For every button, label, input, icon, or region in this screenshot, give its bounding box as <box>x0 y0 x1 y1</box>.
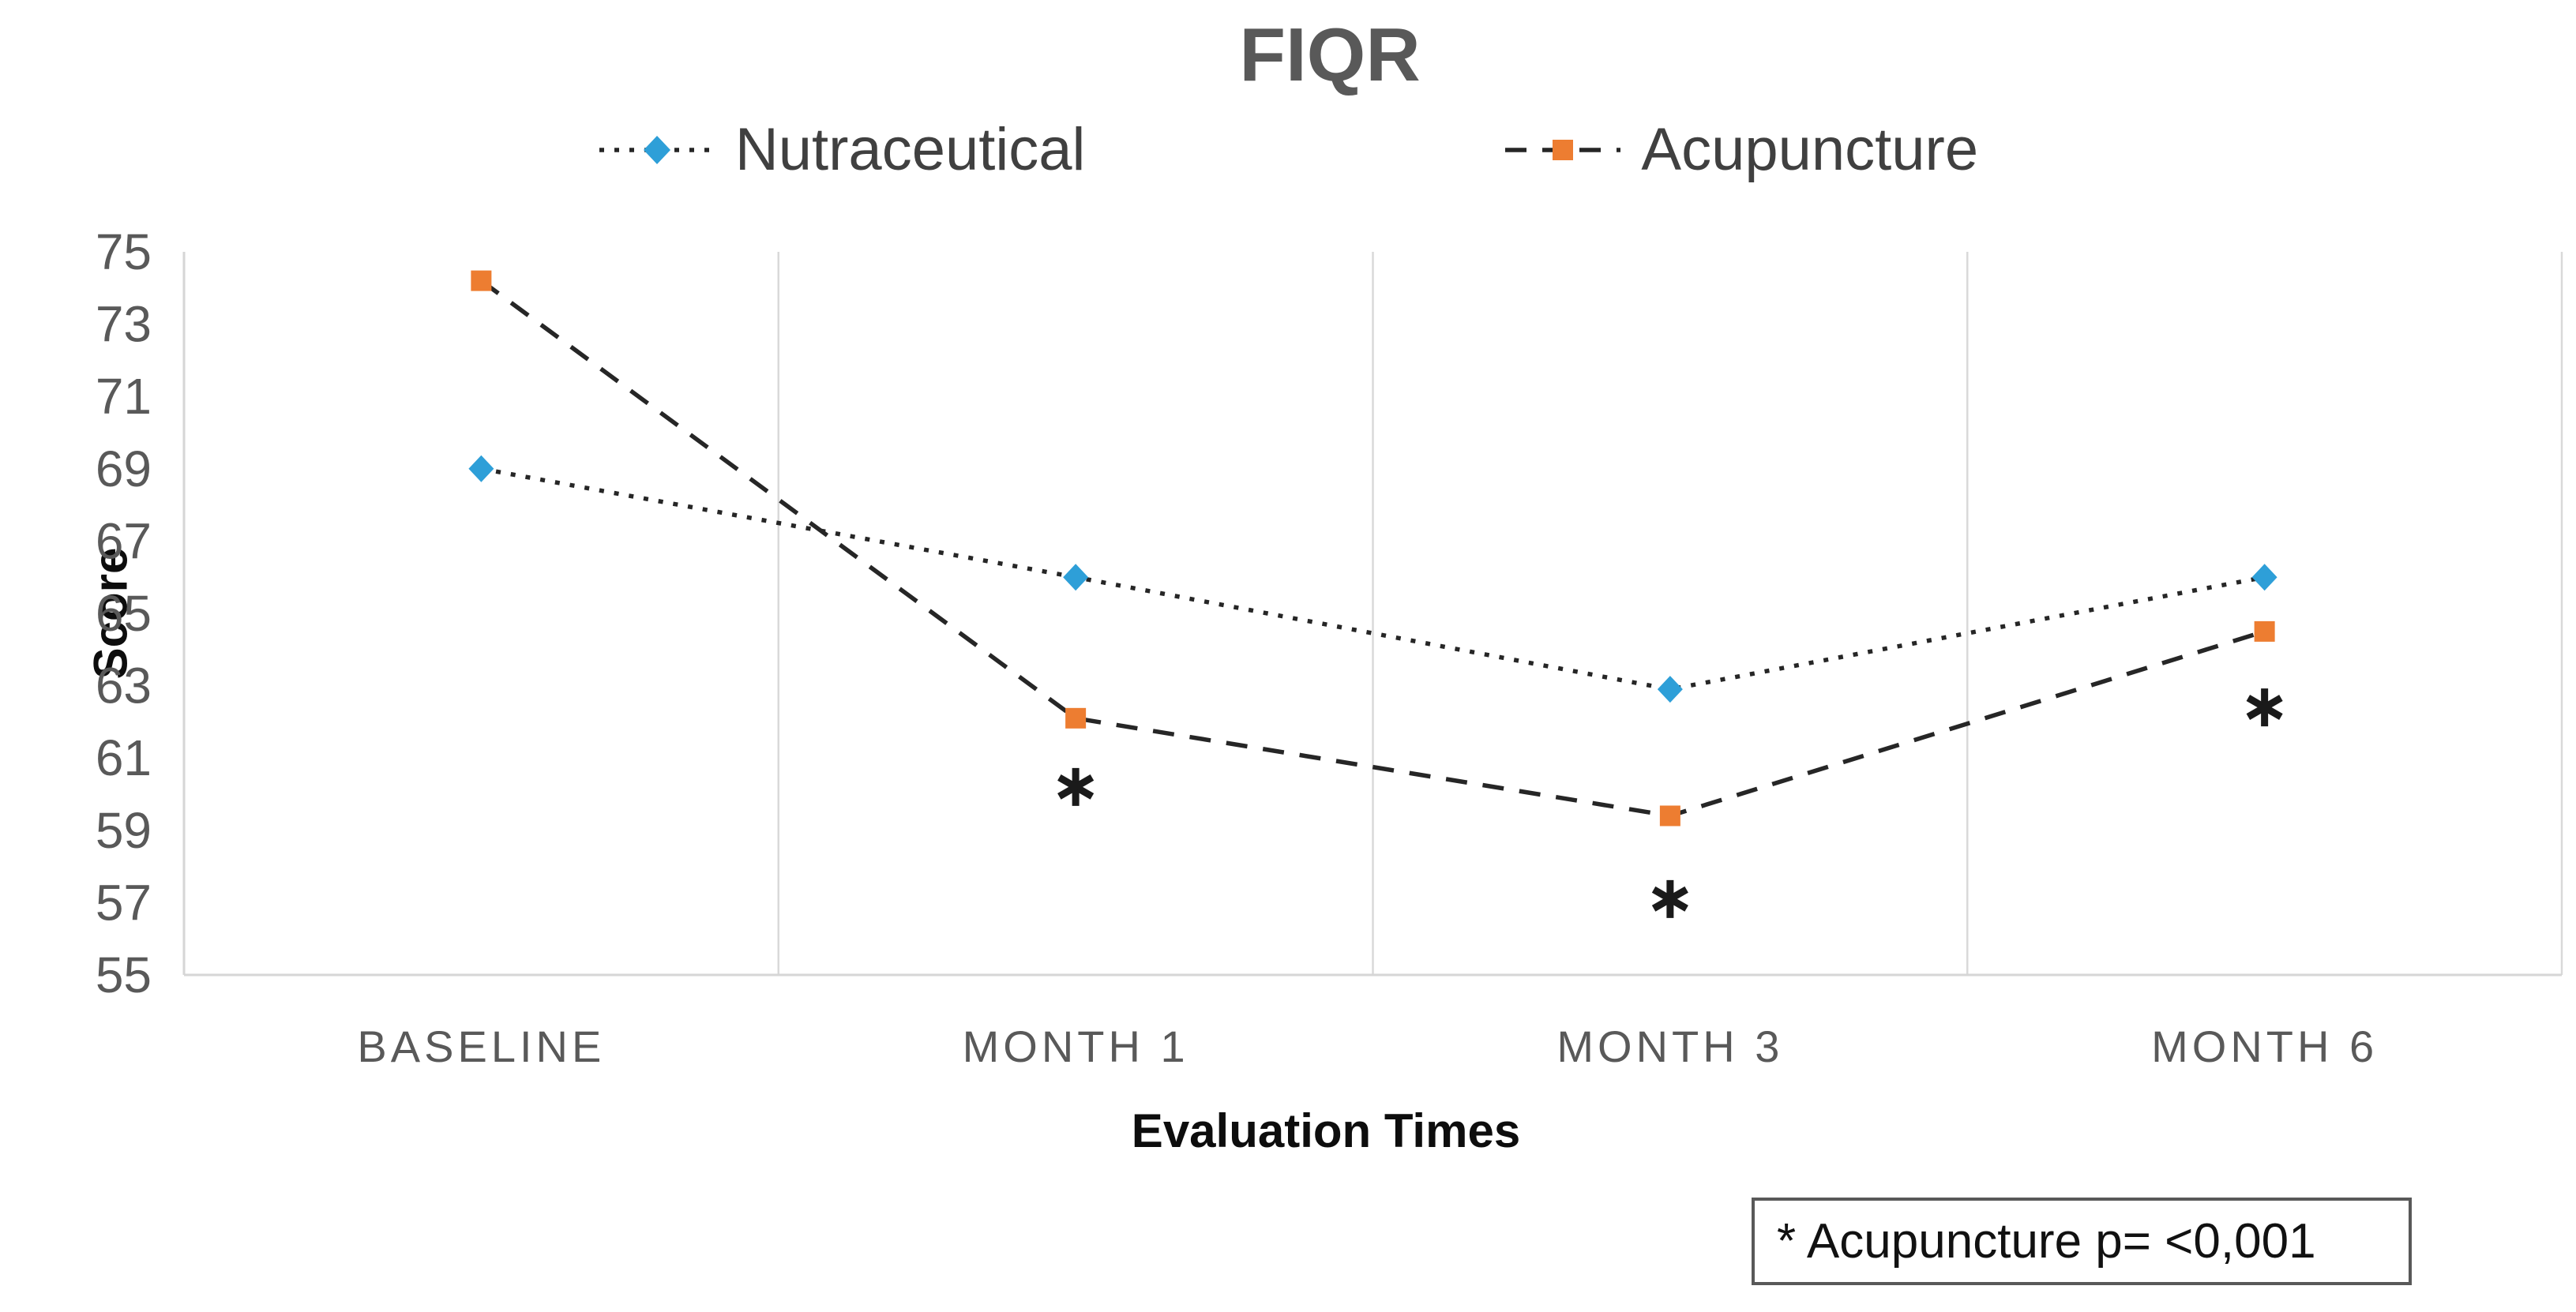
y-tick-label: 63 <box>96 658 152 714</box>
data-point-nutraceutical-month-6 <box>2251 564 2277 591</box>
x-category-label: MONTH 6 <box>2151 1021 2378 1071</box>
y-tick-label: 73 <box>96 296 152 353</box>
y-tick-label: 59 <box>96 802 152 859</box>
y-tick-label: 75 <box>96 223 152 280</box>
series-line-acupuncture <box>479 279 2266 819</box>
y-tick-label: 57 <box>96 874 152 931</box>
asterisk-stroke <box>2246 695 2283 720</box>
asterisk-stroke <box>1651 886 1688 912</box>
legend-marker-nutraceutical-dotted-line-diamond-icon <box>599 136 715 164</box>
y-tick-label: 61 <box>96 729 152 786</box>
legend-label-nutraceutical: Nutraceutical <box>734 116 1086 183</box>
y-tick-label: 71 <box>96 368 152 425</box>
data-point-acupuncture-baseline <box>471 270 492 291</box>
x-category-label: BASELINE <box>357 1021 605 1071</box>
significance-asterisk <box>1057 767 1095 806</box>
x-category-label: MONTH 3 <box>1556 1021 1783 1071</box>
significance-asterisk <box>1651 879 1688 918</box>
data-point-acupuncture-month-1 <box>1065 707 1087 729</box>
asterisk-stroke <box>1057 774 1095 800</box>
legend: Nutraceutical Acupuncture <box>0 120 2576 180</box>
chart-title: FIQR <box>1239 13 1421 97</box>
y-tick-label: 55 <box>96 947 152 1003</box>
data-point-acupuncture-month-3 <box>1659 805 1680 827</box>
legend-item-acupuncture: Acupuncture <box>1504 120 1978 180</box>
legend-marker-acupuncture-dashed-line-square-icon <box>1505 140 1621 160</box>
y-tick-label: 69 <box>96 440 152 497</box>
significance-note-box: * Acupuncture p= <0,001 <box>1752 1198 2412 1285</box>
x-category-label: MONTH 1 <box>963 1021 1189 1071</box>
series-line-nutraceutical <box>480 467 2266 692</box>
y-tick-label: 67 <box>96 512 152 569</box>
significance-asterisk <box>2246 688 2283 727</box>
data-point-nutraceutical-baseline <box>468 455 494 482</box>
significance-note-text: * Acupuncture p= <0,001 <box>1777 1213 2316 1269</box>
data-point-nutraceutical-month-3 <box>1657 676 1683 703</box>
legend-label-acupuncture: Acupuncture <box>1641 116 1979 183</box>
data-point-acupuncture-month-6 <box>2254 620 2275 642</box>
y-tick-label: 65 <box>96 585 152 642</box>
x-axis-title: Evaluation Times <box>1131 1104 1521 1157</box>
data-point-nutraceutical-month-1 <box>1063 564 1089 591</box>
legend-item-nutraceutical: Nutraceutical <box>598 116 1086 183</box>
